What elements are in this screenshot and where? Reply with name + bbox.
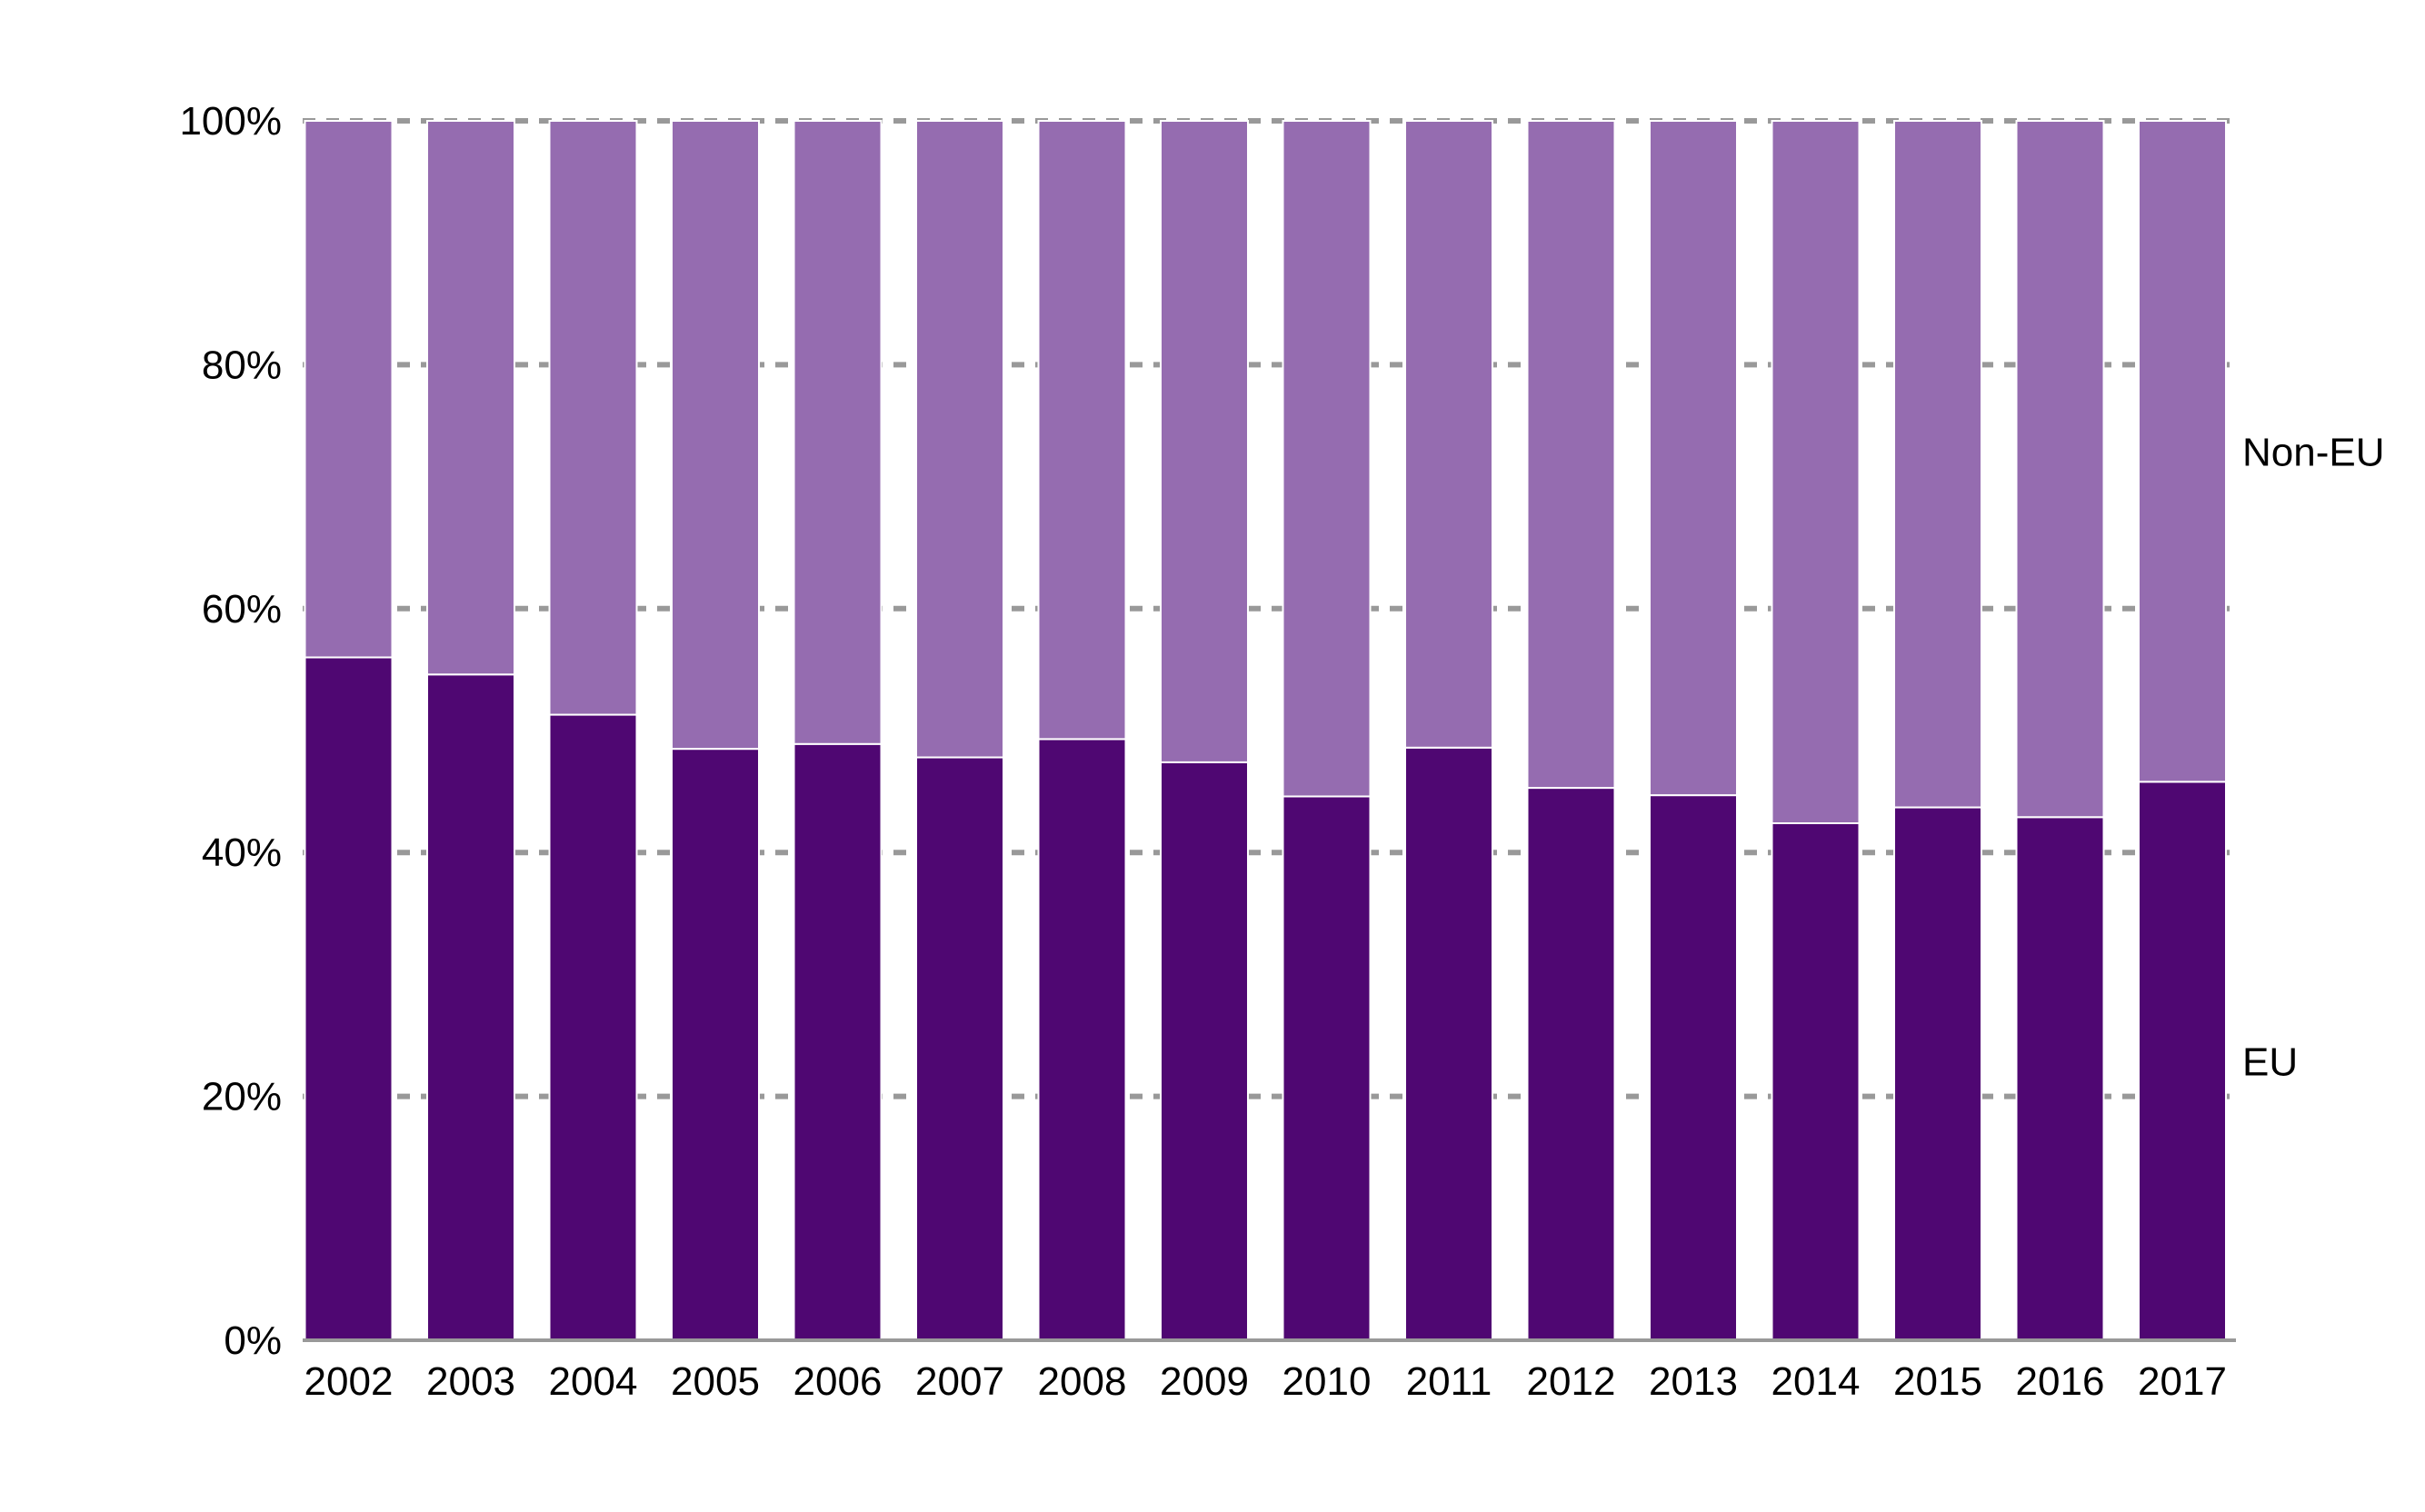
bar-eu-2013 <box>1649 794 1738 1341</box>
x-tick-label: 2015 <box>1893 1359 1982 1404</box>
bar-non-eu-2003 <box>426 120 515 676</box>
bar-non-eu-2002 <box>304 120 394 659</box>
bar-eu-2002 <box>304 656 394 1341</box>
bar-non-eu-2013 <box>1649 120 1738 797</box>
bar-eu-2004 <box>548 713 638 1341</box>
x-tick-label: 2006 <box>793 1359 883 1404</box>
x-tick-label: 2003 <box>426 1359 515 1404</box>
x-tick-label: 2016 <box>2016 1359 2105 1404</box>
bar-eu-2010 <box>1282 795 1372 1341</box>
bar-non-eu-2014 <box>1771 120 1861 824</box>
bar-eu-2016 <box>2015 816 2105 1341</box>
y-tick-label: 20% <box>202 1075 282 1119</box>
y-tick-label: 80% <box>202 343 282 387</box>
y-tick-label: 60% <box>202 587 282 632</box>
x-tick-label: 2017 <box>2138 1359 2227 1404</box>
bar-non-eu-2016 <box>2015 120 2105 819</box>
y-tick-label: 100% <box>179 99 282 144</box>
bar-non-eu-2007 <box>915 120 1004 759</box>
bar-eu-2005 <box>671 748 760 1341</box>
bar-non-eu-2012 <box>1526 120 1616 790</box>
x-tick-label: 2012 <box>1527 1359 1616 1404</box>
x-tick-label: 2007 <box>915 1359 1004 1404</box>
y-tick-label: 0% <box>224 1318 282 1363</box>
y-tick-label: 40% <box>202 831 282 875</box>
bar-non-eu-2017 <box>2138 120 2227 783</box>
bar-eu-2017 <box>2138 781 2227 1341</box>
bar-eu-2008 <box>1037 738 1127 1341</box>
labels: 0% 20% 40% 60% 80% 100% 2002 2003 2004 2005 2006 20… <box>179 99 2384 1404</box>
bar-non-eu-2008 <box>1037 120 1127 741</box>
x-tick-label: 2013 <box>1649 1359 1738 1404</box>
x-tick-label: 2008 <box>1038 1359 1127 1404</box>
bar-non-eu-2006 <box>793 120 883 745</box>
series-label-eu: EU <box>2242 1040 2298 1085</box>
x-tick-label: 2011 <box>1406 1359 1492 1404</box>
bar-eu-2009 <box>1160 761 1249 1341</box>
bar-non-eu-2009 <box>1160 120 1249 763</box>
bar-eu-2015 <box>1893 806 1982 1341</box>
x-tick-label: 2005 <box>671 1359 760 1404</box>
x-tick-label: 2002 <box>304 1359 394 1404</box>
bar-non-eu-2011 <box>1404 120 1493 749</box>
bar-eu-2007 <box>915 756 1004 1341</box>
bar-non-eu-2015 <box>1893 120 1982 809</box>
bar-non-eu-2005 <box>671 120 760 751</box>
x-tick-label: 2014 <box>1771 1359 1861 1404</box>
bar-non-eu-2010 <box>1282 120 1372 798</box>
bar-eu-2014 <box>1771 821 1861 1341</box>
bar-eu-2006 <box>793 742 883 1341</box>
x-tick-label: 2009 <box>1160 1359 1249 1404</box>
bar-eu-2003 <box>426 673 515 1341</box>
bar-non-eu-2004 <box>548 120 638 716</box>
x-tick-label: 2004 <box>549 1359 638 1404</box>
bar-eu-2012 <box>1526 787 1616 1341</box>
bars <box>304 120 2227 1341</box>
bar-eu-2011 <box>1404 746 1493 1341</box>
x-tick-label: 2010 <box>1282 1359 1372 1404</box>
series-label-non-eu: Non-EU <box>2242 431 2385 475</box>
